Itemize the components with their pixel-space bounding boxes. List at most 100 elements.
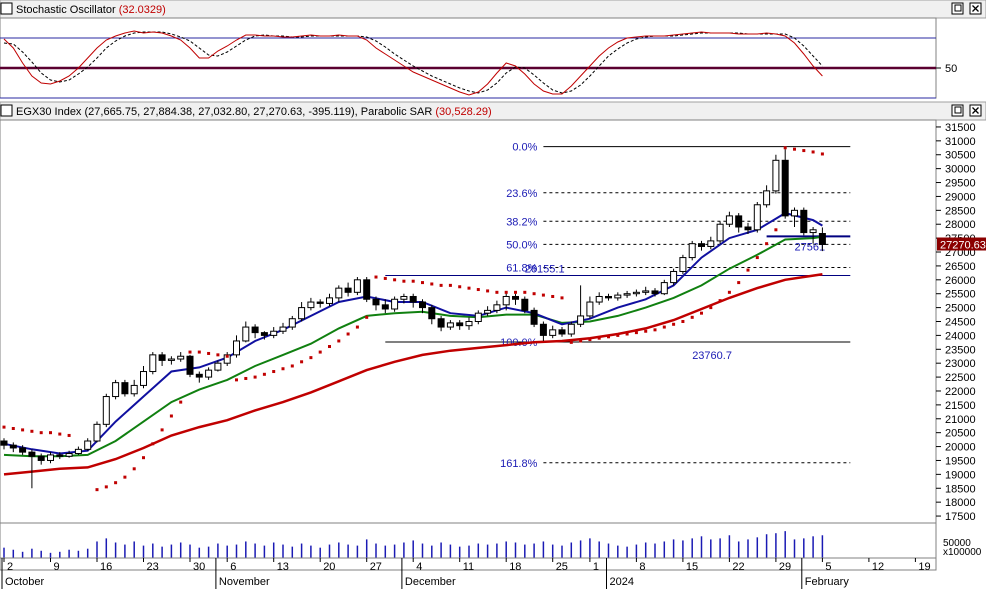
- sar-dot: [300, 360, 304, 364]
- candle-body: [121, 382, 129, 395]
- fib-level-label: 50.0%: [506, 239, 537, 251]
- candle-body: [744, 226, 752, 231]
- candle-body: [112, 382, 120, 398]
- sar-dot: [458, 285, 462, 289]
- candle: [772, 154, 780, 194]
- candle-body: [753, 204, 761, 231]
- candle: [251, 324, 259, 339]
- candle: [205, 367, 213, 380]
- moving-average-red: [3, 273, 823, 476]
- sar-dot: [430, 282, 434, 286]
- candle: [605, 293, 612, 301]
- sar-dot: [104, 485, 108, 489]
- y-tick-label: 19500: [945, 455, 976, 467]
- candle-body: [391, 298, 399, 310]
- candle: [800, 207, 808, 236]
- x-tick-label: 12: [872, 561, 884, 573]
- candle-body: [37, 455, 45, 461]
- sar-dot: [551, 294, 555, 298]
- candle-body: [614, 294, 622, 299]
- candle-body: [530, 309, 538, 325]
- x-month-label: 2024: [610, 576, 634, 588]
- x-tick-label: 9: [54, 561, 60, 573]
- sar-dot: [290, 364, 294, 368]
- stochastic-panel: Stochastic Oscillator (32.0329) 50: [0, 0, 986, 99]
- candle: [316, 299, 324, 308]
- sar-dot: [402, 279, 406, 283]
- stochastic-title: Stochastic Oscillator (32.0329): [16, 4, 166, 16]
- sar-dot: [216, 353, 220, 357]
- candle: [521, 296, 529, 314]
- candle-body: [140, 371, 147, 386]
- sar-dot: [67, 433, 71, 437]
- candle: [195, 371, 203, 383]
- candle: [484, 306, 492, 316]
- sar-dot: [672, 322, 676, 326]
- x-tick-label: 25: [556, 561, 568, 573]
- candle-body: [456, 322, 464, 327]
- candle: [567, 321, 575, 337]
- x-month-label: October: [5, 576, 44, 588]
- sar-dot: [244, 376, 248, 380]
- sar-dot: [495, 290, 499, 294]
- x-month-label: November: [219, 576, 270, 588]
- sar-dot: [225, 354, 229, 358]
- sar-dot: [811, 150, 815, 154]
- x-tick-label: 11: [463, 561, 474, 573]
- sar-dot: [142, 456, 145, 460]
- candle-body: [130, 384, 138, 395]
- candle: [363, 277, 371, 303]
- sar-dot: [765, 242, 769, 246]
- stochastic-maximize-button[interactable]: [951, 2, 964, 15]
- candle-body: [363, 279, 371, 300]
- fib-level-label: 0.0%: [512, 142, 537, 154]
- candle: [381, 299, 389, 314]
- candle-body: [558, 329, 566, 335]
- sar-dot: [421, 281, 424, 285]
- sar-dot: [727, 290, 731, 294]
- candle-body: [205, 369, 213, 378]
- y-tick-label: 21500: [945, 400, 976, 412]
- candle-body: [698, 243, 705, 247]
- y-tick-label: 24500: [945, 317, 976, 329]
- candle-body: [19, 447, 27, 453]
- sar-dot: [411, 279, 415, 283]
- candle-body: [688, 243, 696, 259]
- sar-dot: [132, 467, 136, 471]
- sar-dot: [309, 356, 313, 360]
- candle: [809, 227, 817, 244]
- sar-dot: [207, 351, 211, 355]
- candle-body: [233, 340, 240, 356]
- candle-body: [279, 326, 287, 332]
- sar-dot: [114, 481, 118, 485]
- candle-body: [446, 322, 454, 328]
- candle-body: [214, 362, 222, 371]
- candle: [781, 149, 789, 219]
- sar-dot: [802, 149, 806, 153]
- sar-dot: [681, 320, 685, 323]
- candle: [186, 354, 194, 378]
- sar-dot: [607, 335, 610, 339]
- x-axis: 2 9 16 23 30 6 13 20 27 4 11 18 25 1 8 15 22 29 5 12 19Octob…: [0, 557, 936, 589]
- candle-body: [632, 291, 640, 295]
- candle: [465, 317, 473, 330]
- sar-dot: [365, 315, 369, 319]
- candle: [279, 322, 287, 335]
- candle: [539, 321, 547, 341]
- sar-dot: [579, 339, 583, 343]
- price-maximize-button[interactable]: [951, 104, 964, 117]
- candle: [158, 352, 166, 366]
- x-tick-label: 29: [779, 561, 791, 573]
- sar-dot: [272, 370, 276, 374]
- y-tick-label: 28000: [945, 219, 976, 231]
- volume-axis-label: 50000: [943, 538, 971, 549]
- y-tick-label: 22000: [945, 386, 976, 398]
- candle-body: [670, 270, 678, 284]
- candle-body: [474, 312, 482, 323]
- candle: [763, 185, 771, 208]
- x-tick-label: 19: [918, 561, 930, 573]
- candle-body: [772, 159, 780, 192]
- candle-body: [158, 354, 166, 361]
- candle: [456, 320, 464, 330]
- candle: [735, 213, 743, 233]
